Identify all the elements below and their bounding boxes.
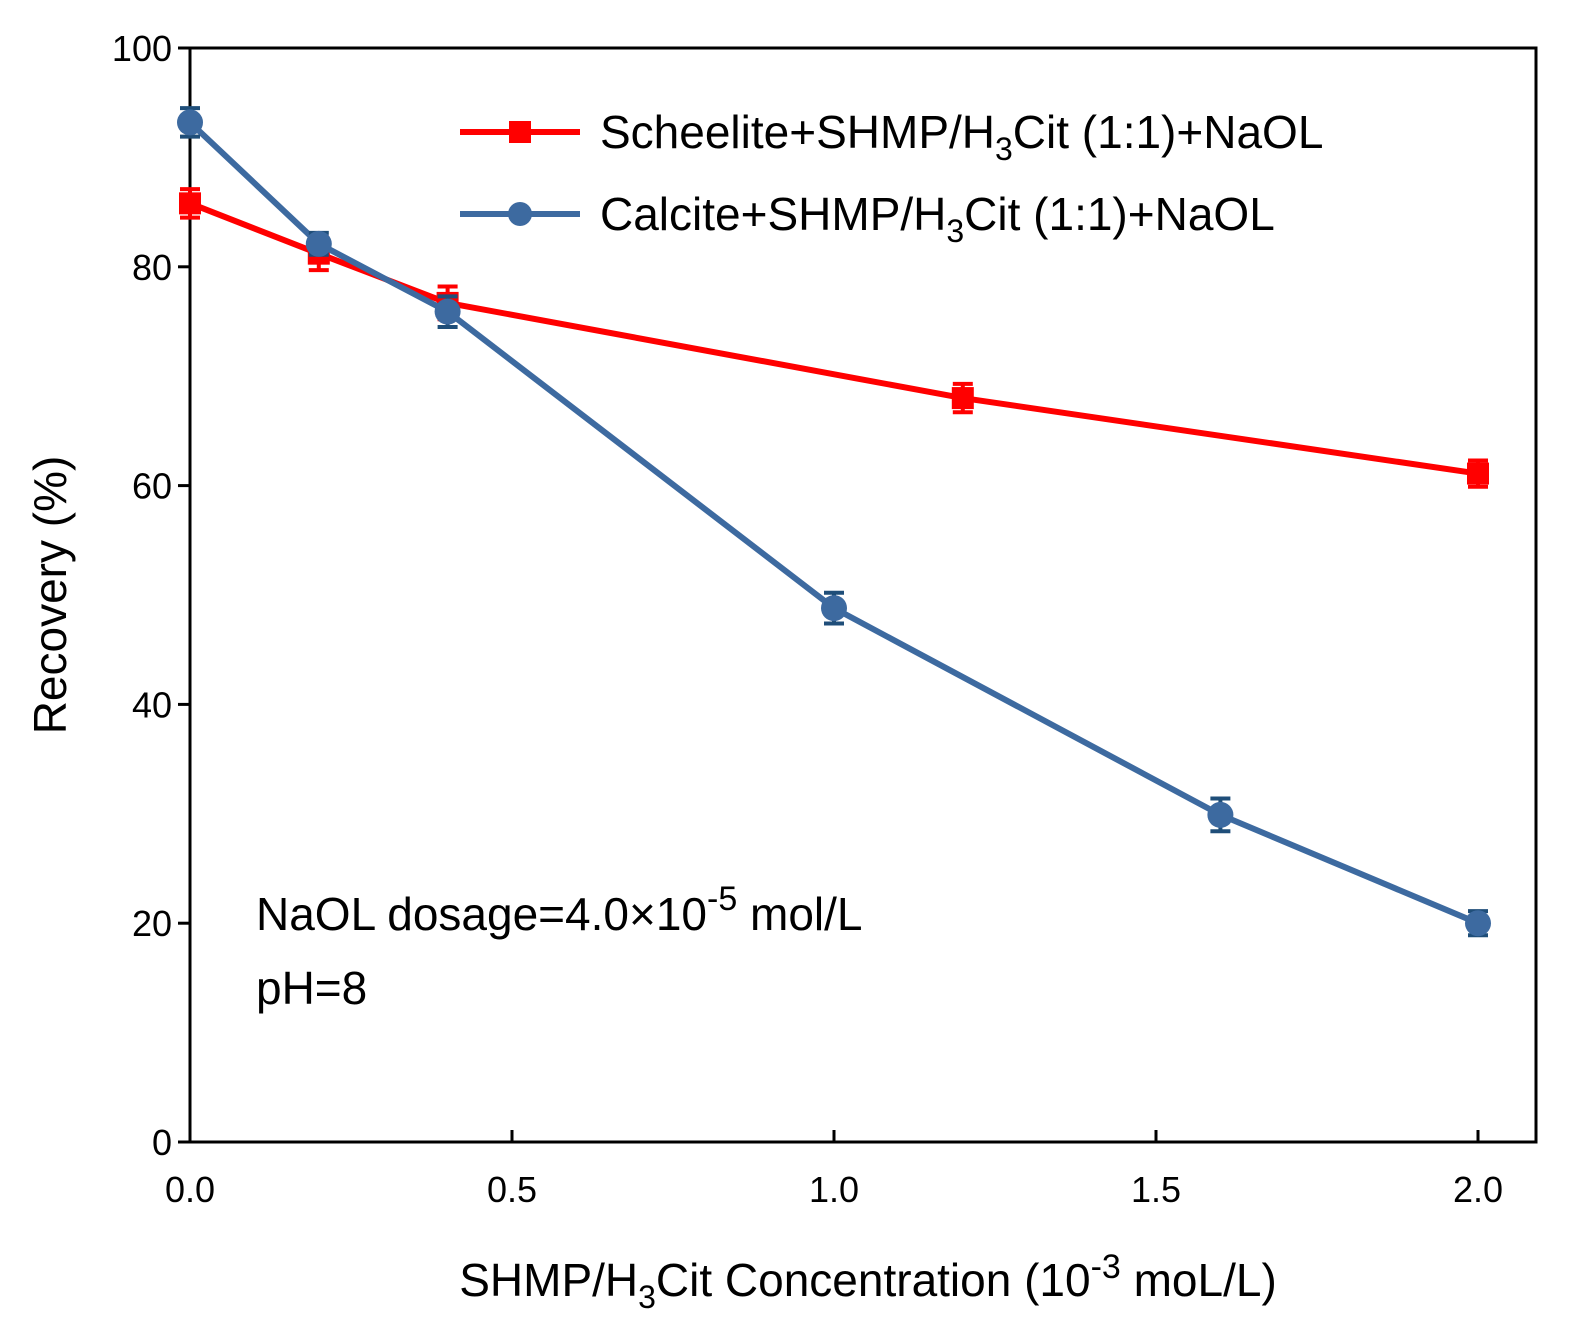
plot-frame: [188, 46, 1538, 1144]
x-tick-label: 1.5: [1131, 1169, 1181, 1210]
series-line-scheelite: [188, 200, 1479, 477]
axis-ticks: 0.0 0.5 1.0 1.5 2.0 0 20 40 60 80 100: [112, 28, 1503, 1210]
y-tick-label: 60: [132, 466, 172, 507]
y-tick-label: 0: [152, 1122, 172, 1163]
annotations: NaOL dosage=4.0×10-5 mol/L pH=8: [256, 880, 863, 1014]
y-tick-label: 20: [132, 903, 172, 944]
y-tick-label: 100: [112, 28, 172, 69]
legend-entry-scheelite: Scheelite+SHMP/H3Cit (1:1)+NaOL: [460, 106, 1323, 167]
legend-marker-scheelite: [509, 121, 531, 143]
x-tick-label: 0.5: [487, 1169, 537, 1210]
y-axis-title: Recovery (%): [24, 456, 76, 735]
data-point: [179, 192, 201, 215]
series-calcite: [177, 106, 1491, 938]
data-point: [821, 595, 847, 622]
x-tick-label: 1.0: [809, 1169, 859, 1210]
data-point: [305, 230, 332, 257]
data-point: [177, 109, 203, 136]
y-tick-label: 40: [132, 684, 172, 725]
series-layer: [177, 106, 1491, 938]
legend-marker-calcite: [508, 202, 532, 226]
y-tick-label: 80: [132, 247, 172, 288]
annotation-naol-dosage: NaOL dosage=4.0×10-5 mol/L: [256, 880, 863, 940]
annotation-ph: pH=8: [256, 962, 367, 1014]
data-point: [1207, 801, 1234, 828]
legend-entry-calcite: Calcite+SHMP/H3Cit (1:1)+NaOL: [460, 188, 1275, 249]
legend: Scheelite+SHMP/H3Cit (1:1)+NaOL Calcite+…: [460, 106, 1323, 249]
x-tick-label: 2.0: [1453, 1169, 1503, 1210]
data-point: [1467, 462, 1489, 485]
data-point: [1465, 910, 1491, 937]
legend-label-scheelite: Scheelite+SHMP/H3Cit (1:1)+NaOL: [600, 106, 1323, 167]
legend-label-calcite: Calcite+SHMP/H3Cit (1:1)+NaOL: [600, 188, 1275, 249]
x-axis-title: SHMP/H3Cit Concentration (10-3 moL/L): [459, 1248, 1277, 1315]
x-tick-label: 0.0: [165, 1169, 215, 1210]
data-point: [434, 298, 461, 325]
series-line-calcite: [187, 120, 1480, 926]
data-point: [951, 387, 974, 410]
